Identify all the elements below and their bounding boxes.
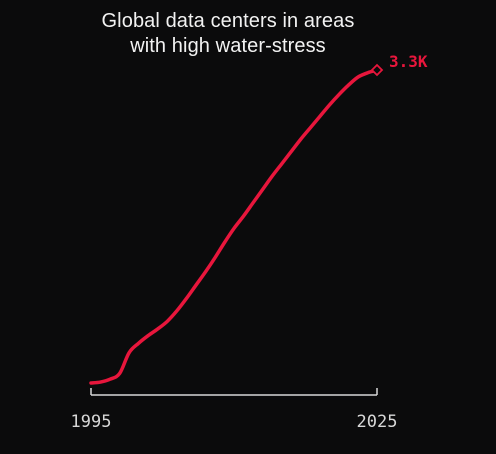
x-tick-label: 2025 [357,412,398,432]
x-tick-label: 1995 [71,412,112,432]
x-axis: 1995 2025 [71,388,398,432]
series-layer [89,63,384,385]
chart-title-line-1: Global data centers in areas [101,10,355,32]
end-point-marker [370,63,384,77]
chart-title-line-2: with high water-stress [130,35,326,57]
series-line [89,68,379,385]
chart-title: Global data centers in areas with high w… [0,9,456,59]
label-layer: 3.3K [389,52,428,71]
end-value-label: 3.3K [389,52,428,71]
